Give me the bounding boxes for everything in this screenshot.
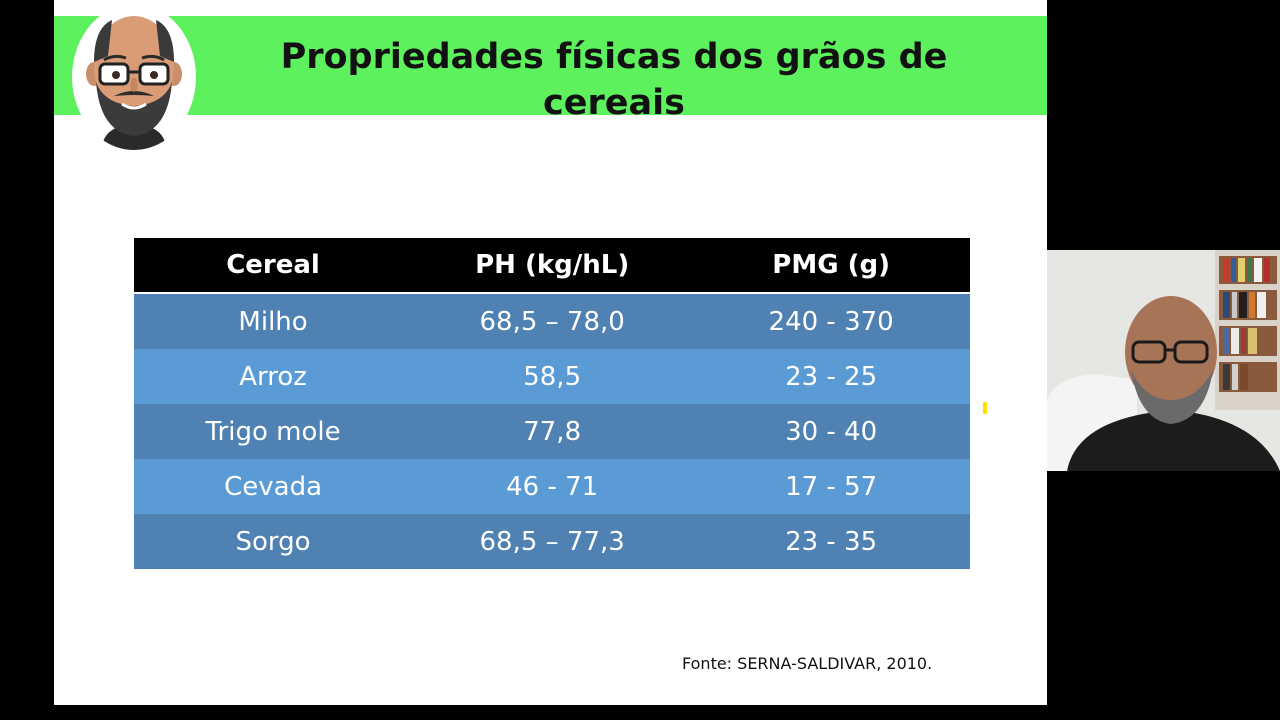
cell-pmg: 23 - 35 bbox=[692, 514, 970, 569]
cell-ph: 77,8 bbox=[412, 404, 693, 459]
header-ph: PH (kg/hL) bbox=[412, 238, 693, 294]
webcam-image bbox=[1047, 250, 1280, 471]
header-pmg: PMG (g) bbox=[692, 238, 970, 294]
table-row: Arroz 58,5 23 - 25 bbox=[134, 349, 970, 404]
cell-ph: 58,5 bbox=[412, 349, 693, 404]
table-row: Cevada 46 - 71 17 - 57 bbox=[134, 459, 970, 514]
cartoon-avatar-icon bbox=[72, 4, 196, 150]
cell-pmg: 30 - 40 bbox=[692, 404, 970, 459]
cell-ph: 68,5 – 78,0 bbox=[412, 293, 693, 349]
slide-title: Propriedades físicas dos grãos de cereai… bbox=[280, 37, 948, 123]
cell-ph: 46 - 71 bbox=[412, 459, 693, 514]
cell-pmg: 17 - 57 bbox=[692, 459, 970, 514]
table-row: Trigo mole 77,8 30 - 40 bbox=[134, 404, 970, 459]
table-row: Sorgo 68,5 – 77,3 23 - 35 bbox=[134, 514, 970, 569]
table-header-row: Cereal PH (kg/hL) PMG (g) bbox=[134, 238, 970, 294]
cell-cereal: Arroz bbox=[134, 349, 413, 404]
title-bar: Propriedades físicas dos grãos de cereai… bbox=[54, 16, 1047, 123]
cell-pmg: 240 - 370 bbox=[692, 293, 970, 349]
slide: Propriedades físicas dos grãos de cereai… bbox=[54, 0, 1047, 705]
avatar-drawing bbox=[86, 16, 182, 150]
source-citation: Fonte: SERNA-SALDIVAR, 2010. bbox=[682, 654, 933, 673]
table-row: Milho 68,5 – 78,0 240 - 370 bbox=[134, 293, 970, 349]
cell-pmg: 23 - 25 bbox=[692, 349, 970, 404]
cell-ph: 68,5 – 77,3 bbox=[412, 514, 693, 569]
laser-pointer-mark bbox=[983, 402, 987, 414]
cell-cereal: Trigo mole bbox=[134, 404, 413, 459]
header-cereal: Cereal bbox=[134, 238, 413, 294]
cell-cereal: Sorgo bbox=[134, 514, 413, 569]
cereal-properties-table: Cereal PH (kg/hL) PMG (g) Milho 68,5 – 7… bbox=[134, 238, 970, 569]
cell-cereal: Milho bbox=[134, 293, 413, 349]
presenter-webcam-feed bbox=[1047, 250, 1280, 471]
cell-cereal: Cevada bbox=[134, 459, 413, 514]
